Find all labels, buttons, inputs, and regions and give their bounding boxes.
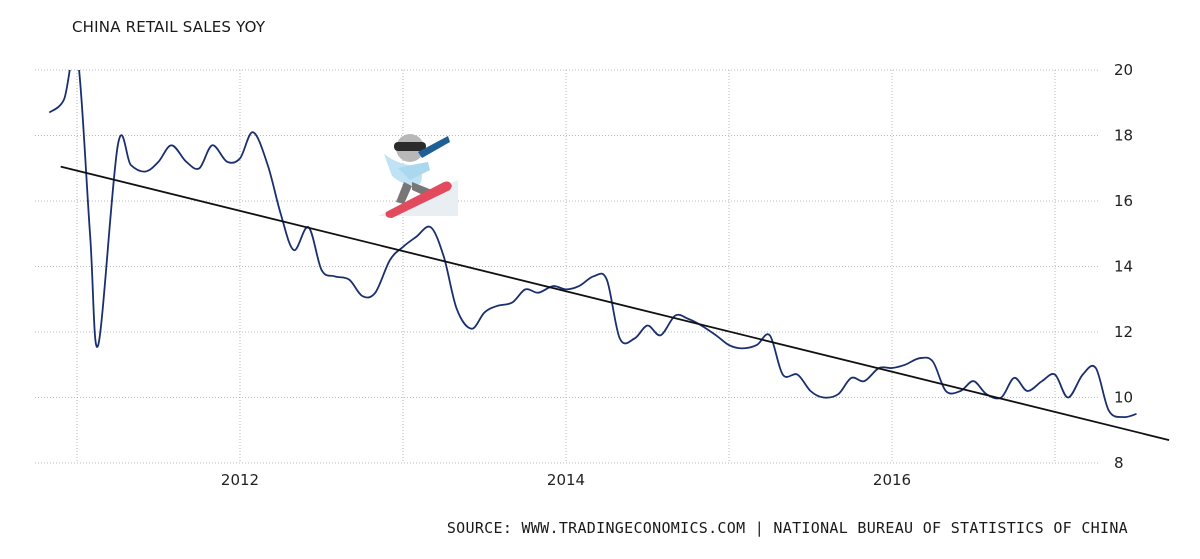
y-tick-label: 10 (1114, 389, 1133, 407)
y-tick-label: 12 (1114, 323, 1133, 341)
grid-layer (35, 69, 1100, 464)
y-tick-layer: 8 10 12 14 16 18 20 (1114, 61, 1133, 472)
x-tick-label: 2014 (547, 471, 585, 489)
series-layer (48, 70, 1170, 441)
source-credit: SOURCE: WWW.TRADINGECONOMICS.COM | NATIO… (446, 519, 1128, 537)
x-tick-layer: 2012 2014 2016 (221, 471, 911, 489)
chart-title: CHINA RETAIL SALES YOY (72, 18, 266, 36)
y-tick-label: 8 (1114, 454, 1124, 472)
x-tick-label: 2012 (221, 471, 259, 489)
x-tick-label: 2016 (873, 471, 911, 489)
series-line-retail-sales (48, 70, 1137, 419)
y-tick-label: 20 (1114, 61, 1133, 79)
trend-line (60, 165, 1170, 441)
y-tick-label: 16 (1114, 192, 1133, 210)
y-tick-label: 14 (1114, 258, 1133, 276)
y-tick-label: 18 (1114, 127, 1133, 145)
snowboarder-icon (378, 134, 458, 218)
